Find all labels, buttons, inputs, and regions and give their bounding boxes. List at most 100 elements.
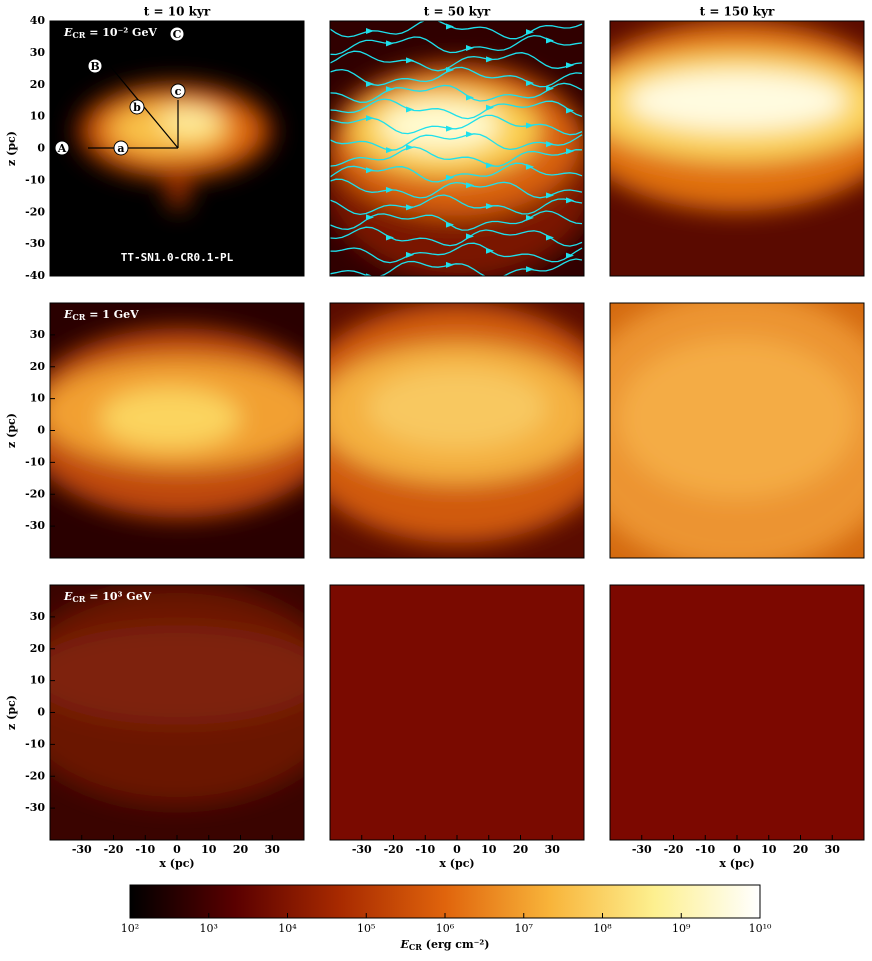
streamline-arrow [526, 29, 534, 36]
panel-frame [609, 302, 865, 559]
y-tick-label: 20 [30, 642, 46, 655]
label-symbol: E [63, 26, 73, 39]
streamline [330, 146, 583, 167]
x-tick-label: -30 [72, 843, 92, 856]
streamline-arrow [466, 94, 474, 101]
x-tick-label: -10 [135, 843, 155, 856]
label-subscript: CR [72, 594, 85, 604]
colorbar-tick-label: 10⁵ [357, 922, 375, 935]
heatmap [610, 303, 864, 558]
streamline-arrow [366, 28, 374, 35]
heatmap-blob [166, 161, 190, 211]
streamline-arrow [366, 80, 374, 87]
label: ECR = 10⁻² GeV [63, 26, 157, 40]
y-tick-label: 0 [37, 424, 45, 437]
point-marker [129, 99, 145, 115]
streamline-arrow [406, 251, 414, 258]
column-title: t = 50 kyr [424, 5, 491, 19]
x-tick-label: 20 [793, 843, 809, 856]
panel: -30 -20 -10 0 10 20 30 x (pc) [609, 584, 865, 870]
label-subscript: CR [409, 942, 422, 952]
heatmap-background [610, 585, 864, 840]
streamline-arrow [406, 144, 414, 151]
heatmap-field [50, 585, 304, 805]
heatmap-field [330, 303, 584, 543]
colorbar-tick-label: 10¹⁰ [749, 922, 772, 935]
streamline [330, 50, 583, 72]
panel: -30 -20 -10 0 10 20 30 z (pc) ECR = 1 GeV [5, 302, 305, 559]
x-tick-label: -20 [664, 843, 684, 856]
label-subscript: CR [72, 312, 85, 322]
x-axis-label: x (pc) [159, 857, 194, 870]
streamline [330, 210, 583, 231]
heatmap-background [330, 585, 584, 840]
colorbar-tick-label: 10⁸ [593, 922, 612, 935]
heatmap-blob [627, 71, 847, 131]
streamline-arrow [466, 182, 474, 189]
y-tick-label: 10 [30, 392, 46, 405]
x-tick-label: 10 [481, 843, 497, 856]
label-symbol: E [63, 590, 73, 603]
x-tick-label: -10 [415, 843, 435, 856]
streamline-arrow [366, 115, 374, 122]
streamline-arrow [386, 234, 394, 241]
heatmap [50, 585, 304, 840]
streamline-arrow [406, 204, 414, 211]
y-tick-label: 30 [30, 328, 46, 341]
heatmap [50, 303, 304, 558]
y-tick-label: 30 [30, 46, 46, 59]
heatmap-blob [367, 368, 547, 448]
point-label: b [133, 101, 141, 114]
colorbar [129, 884, 761, 919]
streamline-arrow [486, 247, 494, 254]
streamline-arrow [566, 107, 574, 114]
streamline [330, 194, 583, 216]
x-tick-label: 0 [453, 843, 461, 856]
heatmap-field [610, 303, 864, 558]
heatmap [610, 21, 864, 276]
streamline-arrow [526, 266, 534, 273]
panel-frame [329, 302, 585, 559]
panel: -40 -30 -20 -10 0 10 20 30 40 z (pc) ECR = 10⁻² Ge… [5, 5, 305, 282]
streamline-arrow [566, 197, 574, 204]
heatmap [330, 21, 584, 276]
label-subscript: CR [72, 30, 85, 40]
streamline-arrow [546, 192, 554, 199]
x-tick-label: 0 [733, 843, 741, 856]
panel: -30 -20 -10 0 10 20 30 z (pc) ECR = 10³ GeV -30 -2… [5, 584, 305, 870]
y-tick-label: -10 [25, 455, 45, 468]
point-label: c [175, 85, 182, 98]
streamline-arrow [486, 56, 494, 63]
label-symbol: E [400, 938, 410, 951]
colorbar-tick-label: 10³ [200, 922, 218, 935]
y-tick-label: 0 [37, 706, 45, 719]
heatmap-blob [160, 107, 220, 135]
column-title: t = 150 kyr [700, 5, 775, 19]
point-marker [170, 83, 186, 99]
point-marker [113, 140, 129, 156]
streamline-arrow [446, 221, 454, 228]
streamline-arrow [446, 174, 454, 181]
x-tick-label: -20 [104, 843, 124, 856]
streamline-arrow [446, 23, 454, 30]
heatmap [610, 585, 864, 840]
label-symbol: E [63, 308, 73, 321]
x-tick-label: 0 [173, 843, 181, 856]
streamline-arrow [546, 37, 554, 44]
streamline-arrow [566, 148, 574, 155]
streamline [330, 258, 583, 276]
label-rest: = 10³ GeV [85, 590, 151, 603]
panel: t = 150 kyr [609, 5, 865, 277]
y-tick-label: 20 [30, 360, 46, 373]
streamline-arrow [486, 162, 494, 169]
label: ECR = 10³ GeV [63, 590, 152, 604]
y-axis-label: z (pc) [5, 695, 18, 730]
panel [609, 302, 865, 559]
label: ECR = 1 GeV [63, 308, 139, 322]
streamline [330, 82, 583, 103]
x-tick-label: -30 [632, 843, 652, 856]
point-marker [54, 140, 70, 156]
y-tick-label: -20 [25, 205, 45, 218]
heatmap [330, 303, 584, 558]
